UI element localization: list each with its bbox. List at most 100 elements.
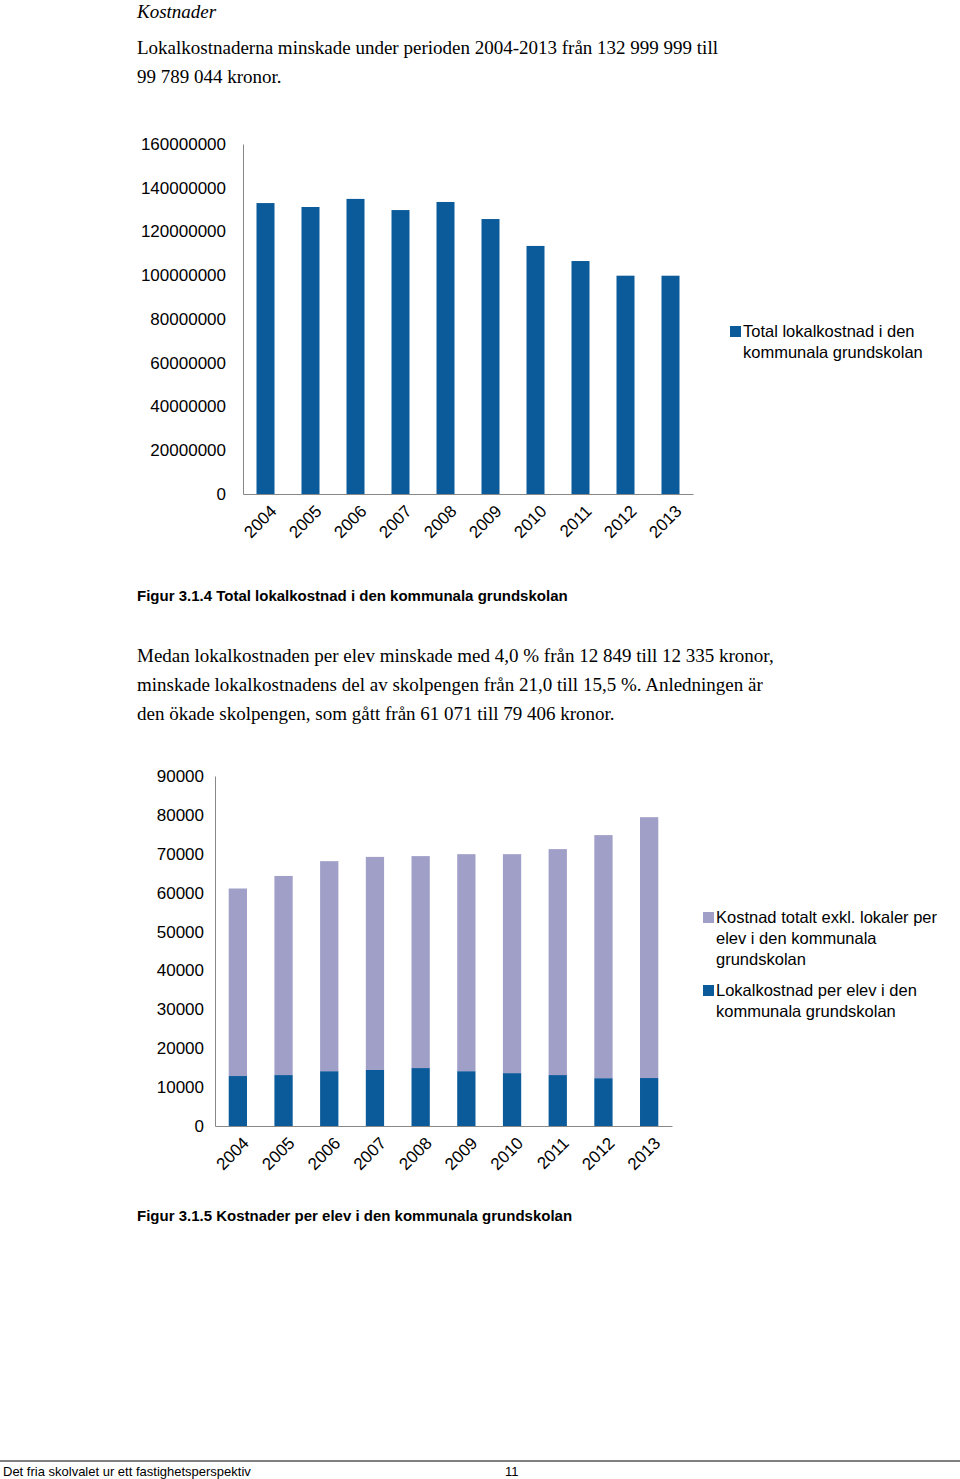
x-tick-label: 2013	[645, 502, 685, 542]
x-tick: 2012	[600, 494, 640, 542]
bar-segment	[503, 1073, 521, 1126]
y-tick-label: 0	[217, 485, 226, 504]
legend: Kostnad totalt exkl. lokaler perelev i d…	[703, 908, 938, 1020]
bar-segment	[640, 1078, 658, 1126]
x-tick: 2012	[578, 1126, 618, 1174]
legend: Total lokalkostnad i denkommunala grunds…	[730, 322, 923, 361]
y-tick-label: 160000000	[141, 135, 226, 154]
y-tick-label: 20000	[157, 1039, 204, 1058]
x-tick: 2004	[213, 1126, 253, 1174]
x-tick: 2005	[258, 1126, 298, 1174]
y-tick-label: 40000000	[150, 397, 226, 416]
bar-segment	[457, 1071, 475, 1126]
heading: Kostnader	[136, 1, 217, 22]
chart: 0100002000030000400005000060000700008000…	[157, 767, 938, 1174]
y-tick-label: 40000	[157, 961, 204, 980]
y-tick-label: 10000	[157, 1078, 204, 1097]
x-tick-label: 2004	[240, 502, 280, 542]
x-tick-label: 2013	[624, 1134, 664, 1174]
x-tick: 2009	[441, 1126, 481, 1174]
footer: Det fria skolvalet ur ett fastighetspers…	[3, 1464, 251, 1479]
x-axis-line	[244, 494, 694, 495]
x-tick-label: 2012	[600, 502, 640, 542]
y-tick: 20000000	[150, 441, 243, 460]
legend-swatch	[703, 985, 714, 996]
x-tick-label: 2009	[441, 1134, 481, 1174]
legend-swatch	[703, 912, 714, 923]
y-tick-label: 70000	[157, 845, 204, 864]
bar-segment	[549, 849, 567, 1075]
y-tick: 60000	[157, 884, 215, 903]
x-tick-label: 2010	[510, 502, 550, 542]
bar-segment	[229, 889, 247, 1077]
bar-segment	[274, 876, 292, 1075]
x-tick-label: 2010	[487, 1134, 527, 1174]
paragraph-line: 99 789 044 kronor.	[137, 66, 282, 87]
bar-segment	[457, 854, 475, 1071]
legend-label: Kostnad totalt exkl. lokaler perelev i d…	[716, 908, 938, 968]
y-tick-label: 120000000	[141, 222, 226, 241]
x-tick-label: 2012	[578, 1134, 618, 1174]
footer-rule	[0, 1461, 960, 1462]
bar-segment	[229, 1076, 247, 1126]
y-tick: 80000	[157, 806, 215, 825]
x-tick: 2008	[420, 494, 460, 542]
y-tick-label: 100000000	[141, 266, 226, 285]
x-tick-label: 2004	[213, 1134, 253, 1174]
x-tick: 2011	[533, 1126, 572, 1173]
paragraph-line: minskade lokalkostnadens del av skolpeng…	[137, 674, 763, 695]
x-tick: 2013	[645, 494, 685, 542]
x-tick: 2007	[375, 494, 415, 542]
x-tick-label: 2007	[375, 502, 415, 542]
bar	[482, 219, 500, 494]
y-tick-label: 60000000	[150, 354, 226, 373]
bar	[302, 207, 320, 494]
plot-area	[257, 199, 680, 494]
y-tick-label: 80000	[157, 806, 204, 825]
x-tick-label: 2008	[420, 502, 460, 542]
bar-segment	[503, 854, 521, 1073]
figure-caption: Figur 3.1.5 Kostnader per elev i den kom…	[137, 1207, 572, 1224]
bar-segment	[320, 861, 338, 1071]
y-axis-line	[215, 777, 216, 1127]
bar-segment	[412, 1068, 430, 1126]
x-tick: 2004	[240, 494, 280, 542]
bar-segment	[549, 1075, 567, 1126]
x-tick-label: 2011	[556, 502, 595, 541]
y-tick: 0	[217, 485, 243, 504]
plot-area	[229, 817, 659, 1126]
y-tick-label: 20000000	[150, 441, 226, 460]
y-tick: 60000000	[150, 354, 243, 373]
x-tick: 2007	[350, 1126, 390, 1174]
page: Kostnader Lokalkostnaderna minskade under…	[0, 0, 960, 1479]
x-tick-label: 2005	[285, 502, 325, 542]
bar	[437, 202, 455, 494]
paragraph-line: Medan lokalkostnaden per elev minskade m…	[137, 645, 774, 666]
x-axis-line	[216, 1126, 673, 1127]
x-tick-label: 2007	[350, 1134, 390, 1174]
y-tick-label: 90000	[157, 767, 204, 786]
x-axis: 2004200520062007200820092010201120122013	[213, 1126, 673, 1174]
bar	[392, 210, 410, 494]
bar-segment	[412, 856, 430, 1068]
x-tick-label: 2006	[304, 1134, 344, 1174]
x-tick-label: 2006	[330, 502, 370, 542]
bar-segment	[366, 1070, 384, 1126]
paragraph-line: den ökade skolpengen, som gått från 61 0…	[137, 703, 615, 724]
bar-segment	[274, 1075, 292, 1126]
x-tick: 2013	[624, 1126, 664, 1174]
x-tick: 2005	[285, 494, 325, 542]
y-tick-label: 140000000	[141, 179, 226, 198]
bar-segment	[366, 857, 384, 1070]
y-tick: 40000	[157, 961, 215, 980]
x-tick: 2011	[556, 494, 595, 541]
y-axis: 0200000004000000060000000800000001000000…	[141, 135, 244, 504]
y-tick-label: 60000	[157, 884, 204, 903]
bar-segment	[640, 817, 658, 1078]
x-tick: 2010	[487, 1126, 527, 1174]
x-tick-label: 2005	[258, 1134, 298, 1174]
x-tick: 2009	[465, 494, 505, 542]
y-tick: 10000	[157, 1078, 215, 1097]
y-tick: 0	[195, 1117, 215, 1136]
paragraph-line: Lokalkostnaderna minskade under perioden…	[137, 37, 718, 58]
